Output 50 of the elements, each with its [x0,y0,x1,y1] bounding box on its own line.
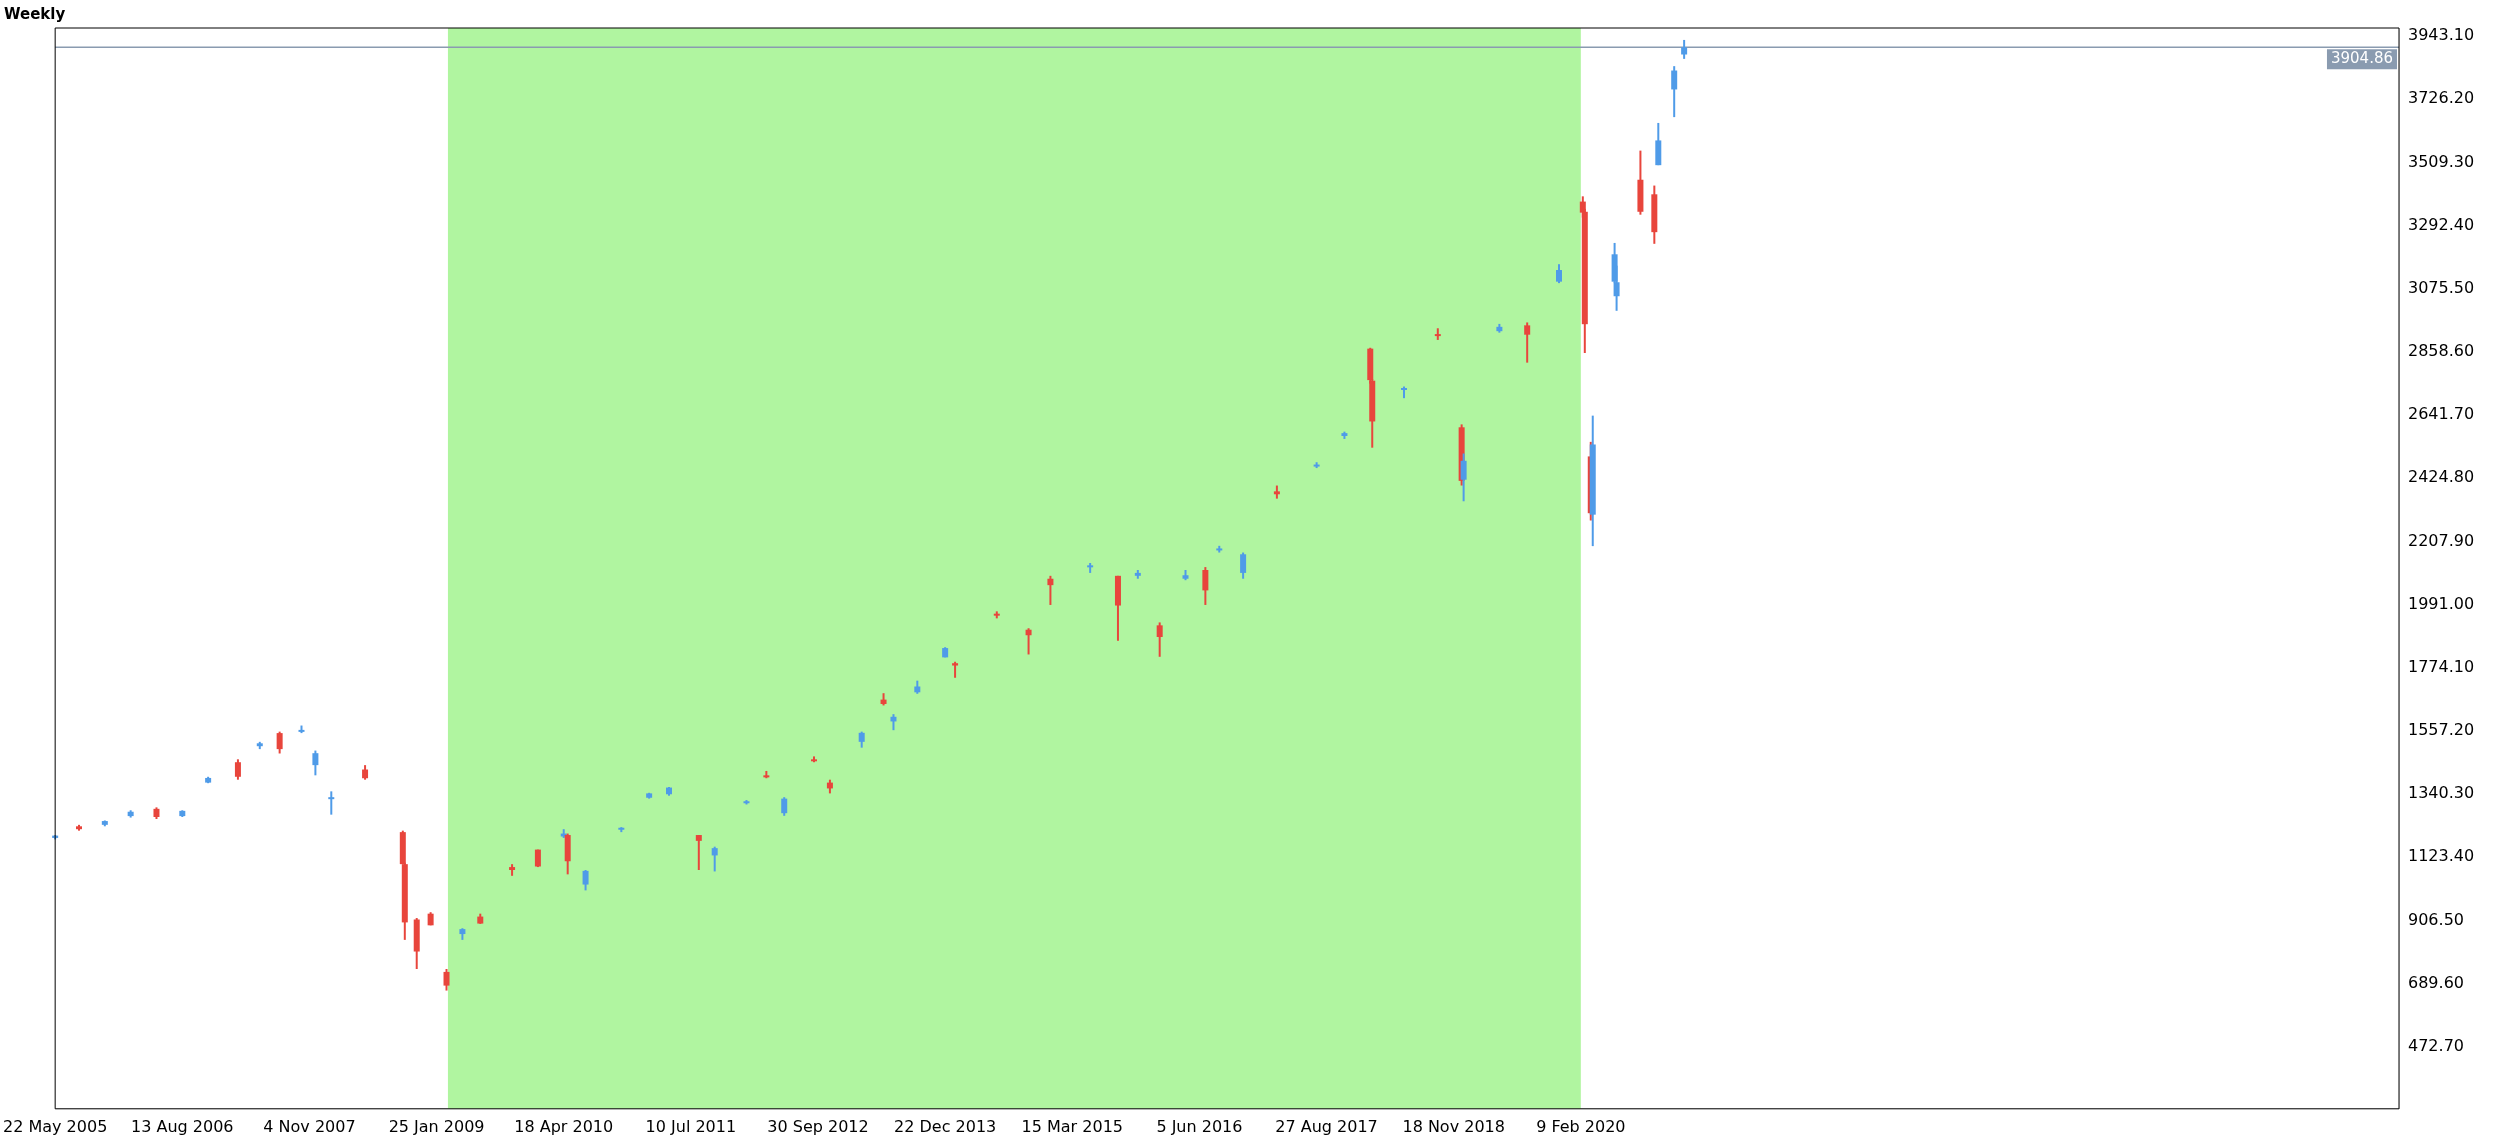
y-tick-label: 1991.00 [2408,593,2475,613]
x-tick-label: 22 May 2005 [3,1116,108,1136]
candlestick [443,968,450,992]
y-tick-label: 472.70 [2408,1036,2464,1056]
candlestick [1240,551,1247,580]
candlestick [1156,621,1163,658]
candlestick [1524,321,1531,364]
candlestick [1047,574,1054,606]
candlestick [781,796,788,817]
candlestick [312,749,319,777]
y-tick-label: 3292.40 [2408,214,2475,234]
candlestick [276,730,283,755]
chart-title: Weekly [4,4,66,23]
candlestick [711,845,718,873]
x-tick-label: 27 Aug 2017 [1275,1116,1378,1136]
y-tick-label: 3075.50 [2408,277,2475,297]
y-tick-label: 2207.90 [2408,530,2475,550]
candlestick [1681,38,1688,60]
y-tick-label: 1774.10 [2408,656,2475,676]
x-tick-label: 5 Jun 2016 [1156,1116,1243,1136]
candlestick [234,758,241,781]
ref-line-label: 3904.86 [2330,49,2393,68]
candlestick [1025,627,1032,656]
candlestick [1202,566,1209,606]
candlestick [328,790,335,816]
y-tick-label: 3726.20 [2408,88,2475,108]
y-tick-label: 1123.40 [2408,846,2475,866]
y-tick-label: 906.50 [2408,909,2464,929]
candlestick [695,834,702,871]
y-tick-label: 3509.30 [2408,151,2475,171]
x-tick-label: 25 Jan 2009 [388,1116,485,1136]
x-tick-label: 30 Sep 2012 [767,1116,869,1136]
x-tick-label: 4 Nov 2007 [263,1116,356,1136]
x-tick-label: 18 Apr 2010 [514,1116,614,1136]
x-tick-label: 10 Jul 2011 [645,1116,737,1136]
candlestick [1555,263,1562,285]
y-tick-label: 1557.20 [2408,720,2475,740]
x-tick-label: 9 Feb 2020 [1536,1116,1626,1136]
x-tick-label: 15 Mar 2015 [1021,1116,1123,1136]
y-tick-label: 3943.10 [2408,25,2475,45]
y-tick-label: 1340.30 [2408,783,2475,803]
y-tick-label: 2424.80 [2408,467,2475,487]
x-tick-label: 18 Nov 2018 [1402,1116,1505,1136]
candlestick [582,868,589,892]
y-tick-label: 2858.60 [2408,341,2475,361]
candlestick [1671,65,1678,119]
y-tick-label: 689.60 [2408,972,2464,992]
x-tick-label: 22 Dec 2013 [894,1116,997,1136]
y-tick-label: 2641.70 [2408,404,2475,424]
x-tick-label: 13 Aug 2006 [131,1116,234,1136]
